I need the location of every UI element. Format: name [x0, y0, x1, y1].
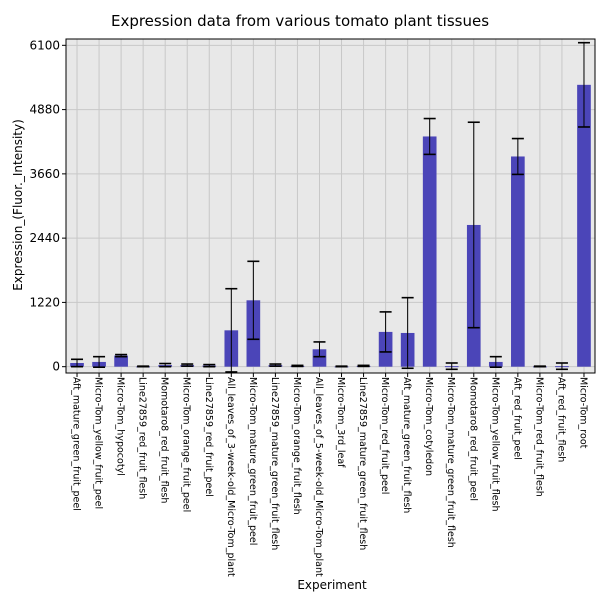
y-tick-label: 0 — [52, 360, 60, 374]
y-tick-label: 4880 — [29, 103, 60, 117]
bar — [312, 349, 327, 367]
x-tick-label: Line27859_mature_green_fruit_flesh — [269, 377, 280, 550]
error-bar — [291, 364, 304, 368]
bar — [114, 355, 128, 367]
x-axis-ticks: Aft_mature_green_fruit_peel Micro-Tom_yel… — [71, 373, 588, 577]
chart-title: Expression data from various tomato plan… — [111, 12, 489, 30]
error-bar — [533, 365, 546, 368]
grid-lines — [66, 39, 595, 373]
error-bar — [225, 287, 238, 373]
x-tick-label: Micro-Tom_hypocotyl — [115, 377, 126, 476]
error-bar — [159, 362, 172, 368]
error-bar — [577, 41, 590, 128]
x-tick-label: Micro-Tom_orange_fruit_flesh — [291, 377, 302, 515]
error-bar — [269, 363, 282, 367]
error-bar — [489, 355, 502, 369]
x-tick-label: Aft_mature_green_fruit_flesh — [401, 377, 412, 513]
error-bar — [335, 365, 348, 368]
x-tick-label: Aft_mature_green_fruit_peel — [71, 377, 82, 511]
error-bar — [379, 311, 392, 353]
bar — [422, 136, 437, 367]
error-bar — [71, 358, 84, 368]
plot-area — [66, 39, 595, 373]
x-tick-label: Micro-Tom_orange_fruit_peel — [181, 377, 192, 512]
x-tick-label: Aft_red_fruit_flesh — [555, 377, 566, 462]
error-bar — [445, 362, 458, 371]
x-tick-label: Line27859_mature_green_fruit_flesh — [357, 377, 368, 550]
x-tick-label: Momotaro8_red_fruit_flesh — [159, 377, 170, 503]
bar — [511, 156, 525, 367]
x-axis-label: Experiment — [297, 578, 367, 592]
x-tick-label: Micro-Tom_root — [577, 377, 588, 449]
x-tick-label: Micro-Tom_3rd_leaf — [335, 377, 346, 468]
y-axis-label: Expression_(Fluor._Intensity) — [11, 119, 25, 291]
x-tick-label: Micro-Tom_red_fruit_flesh — [533, 377, 544, 497]
plot-frame — [65, 38, 596, 374]
error-bar — [313, 341, 326, 358]
bar — [577, 84, 591, 367]
error-bar — [181, 363, 194, 367]
error-bar — [137, 365, 150, 368]
x-tick-label: All_leaves_of_3-week-old_Micro-Tom_plant — [225, 377, 236, 577]
error-bar — [423, 117, 436, 156]
x-tick-label: Momotaro8_red_fruit_peel — [467, 377, 478, 501]
x-tick-label: Micro-Tom_yellow_fruit_flesh — [489, 377, 500, 512]
x-tick-label: Line27859_red_fruit_peel — [203, 377, 214, 497]
error-bar — [115, 353, 128, 358]
x-tick-label: Micro-Tom_mature_green_fruit_flesh — [445, 377, 456, 548]
error-bar — [555, 362, 568, 371]
error-bar — [357, 364, 370, 368]
y-axis-ticks: 0 1220 2440 3660 4880 6100 — [29, 38, 66, 374]
error-bar — [511, 137, 524, 176]
error-bar — [467, 121, 480, 329]
x-tick-label: All_leaves_of_5-week-old_Micro-Tom_plant — [313, 377, 324, 577]
y-tick-label: 1220 — [29, 295, 60, 309]
x-tick-label: Line27859_red_fruit_flesh — [137, 377, 148, 499]
x-tick-label: Aft_red_fruit_peel — [511, 377, 522, 460]
x-tick-label: Micro-Tom_red_fruit_peel — [379, 377, 390, 494]
error-bar — [93, 355, 106, 369]
x-tick-label: Micro-Tom_mature_green_fruit_peel — [247, 377, 258, 545]
error-bars — [71, 41, 590, 373]
error-bar — [203, 363, 216, 368]
x-tick-label: Micro-Tom_yellow_fruit_peel — [93, 377, 104, 509]
error-bar — [401, 296, 414, 370]
x-tick-label: Micro-Tom_cotyledon — [423, 377, 434, 476]
error-bar — [247, 260, 260, 341]
y-tick-label: 3660 — [29, 167, 60, 181]
y-tick-label: 6100 — [29, 38, 60, 52]
y-tick-label: 2440 — [29, 231, 60, 245]
